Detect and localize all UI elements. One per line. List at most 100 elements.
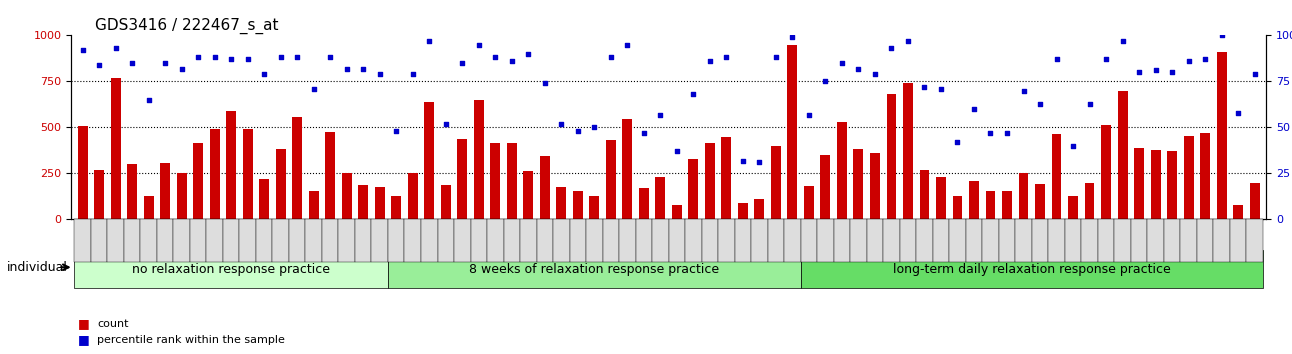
- Bar: [540, 156, 550, 219]
- Bar: [870, 153, 880, 219]
- Bar: [952, 195, 963, 219]
- Bar: [623, 119, 632, 219]
- FancyBboxPatch shape: [1065, 219, 1081, 262]
- FancyBboxPatch shape: [652, 219, 669, 262]
- FancyBboxPatch shape: [702, 219, 718, 262]
- FancyBboxPatch shape: [916, 219, 933, 262]
- Bar: [1167, 152, 1177, 219]
- FancyBboxPatch shape: [355, 219, 372, 262]
- Bar: [705, 143, 714, 219]
- Point: [221, 57, 242, 62]
- Point: [716, 55, 736, 60]
- Bar: [557, 187, 566, 219]
- FancyBboxPatch shape: [999, 219, 1016, 262]
- Point: [947, 139, 968, 145]
- FancyBboxPatch shape: [801, 219, 817, 262]
- Point: [848, 66, 868, 72]
- FancyBboxPatch shape: [1213, 219, 1230, 262]
- Bar: [886, 94, 897, 219]
- FancyBboxPatch shape: [305, 219, 322, 262]
- Bar: [292, 117, 302, 219]
- FancyBboxPatch shape: [470, 219, 487, 262]
- Point: [832, 60, 853, 66]
- Text: no relaxation response practice: no relaxation response practice: [132, 263, 331, 275]
- FancyBboxPatch shape: [1098, 219, 1114, 262]
- FancyBboxPatch shape: [372, 219, 388, 262]
- Point: [353, 66, 373, 72]
- Point: [1030, 101, 1050, 106]
- Point: [633, 130, 654, 136]
- FancyBboxPatch shape: [173, 219, 190, 262]
- Point: [915, 84, 935, 90]
- FancyBboxPatch shape: [1147, 219, 1164, 262]
- Bar: [143, 196, 154, 219]
- Bar: [986, 191, 995, 219]
- Point: [469, 42, 490, 47]
- Bar: [260, 179, 269, 219]
- Point: [72, 47, 93, 53]
- Point: [996, 130, 1017, 136]
- FancyBboxPatch shape: [570, 219, 587, 262]
- Point: [1129, 69, 1150, 75]
- FancyBboxPatch shape: [438, 219, 453, 262]
- Point: [1227, 110, 1248, 115]
- FancyBboxPatch shape: [685, 219, 702, 262]
- FancyBboxPatch shape: [817, 219, 833, 262]
- Bar: [506, 143, 517, 219]
- Bar: [209, 129, 220, 219]
- FancyBboxPatch shape: [767, 219, 784, 262]
- FancyBboxPatch shape: [388, 219, 404, 262]
- Bar: [1018, 172, 1028, 219]
- Bar: [1151, 149, 1160, 219]
- FancyBboxPatch shape: [965, 219, 982, 262]
- FancyBboxPatch shape: [1230, 219, 1247, 262]
- Bar: [837, 122, 846, 219]
- Bar: [391, 195, 402, 219]
- Bar: [408, 173, 417, 219]
- Point: [584, 125, 605, 130]
- Point: [699, 58, 720, 64]
- Bar: [491, 143, 500, 219]
- Bar: [771, 146, 780, 219]
- Text: 8 weeks of relaxation response practice: 8 weeks of relaxation response practice: [469, 263, 720, 275]
- Point: [452, 60, 473, 66]
- FancyBboxPatch shape: [619, 219, 636, 262]
- Point: [667, 149, 687, 154]
- FancyBboxPatch shape: [1196, 219, 1213, 262]
- FancyBboxPatch shape: [982, 219, 999, 262]
- Point: [1112, 38, 1133, 44]
- FancyBboxPatch shape: [273, 219, 289, 262]
- Point: [419, 38, 439, 44]
- Point: [172, 66, 193, 72]
- FancyBboxPatch shape: [256, 219, 273, 262]
- Point: [535, 80, 556, 86]
- Bar: [1118, 91, 1128, 219]
- Bar: [309, 191, 319, 219]
- Bar: [194, 143, 203, 219]
- Bar: [177, 172, 186, 219]
- FancyBboxPatch shape: [107, 219, 124, 262]
- FancyBboxPatch shape: [1247, 219, 1262, 262]
- Bar: [787, 45, 797, 219]
- Bar: [342, 173, 351, 219]
- Point: [1145, 68, 1165, 73]
- Point: [1212, 33, 1233, 38]
- Point: [733, 158, 753, 164]
- FancyBboxPatch shape: [553, 219, 570, 262]
- Bar: [689, 159, 698, 219]
- Bar: [326, 132, 335, 219]
- Bar: [935, 177, 946, 219]
- Point: [650, 112, 671, 118]
- Point: [749, 160, 770, 165]
- Point: [402, 71, 422, 77]
- Point: [782, 34, 802, 40]
- FancyBboxPatch shape: [536, 219, 553, 262]
- Bar: [457, 139, 468, 219]
- Text: count: count: [97, 319, 128, 329]
- Bar: [1217, 52, 1226, 219]
- FancyBboxPatch shape: [1032, 219, 1048, 262]
- Point: [155, 60, 176, 66]
- Point: [1047, 57, 1067, 62]
- Bar: [903, 83, 913, 219]
- Bar: [1035, 184, 1045, 219]
